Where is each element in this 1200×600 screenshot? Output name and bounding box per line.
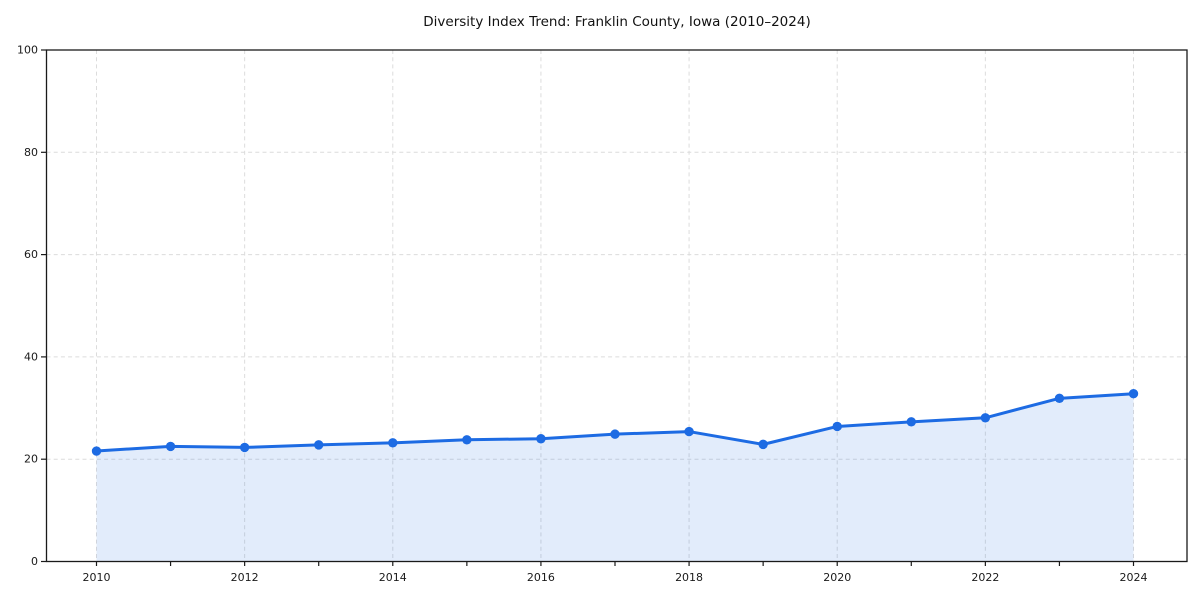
x-tick-label: 2020 [823, 571, 851, 584]
y-tick-label: 80 [24, 146, 38, 159]
x-axis-tick-labels: 2010 2012 2014 2016 2018 2020 2022 2024 [83, 571, 1148, 584]
x-tick-label: 2016 [527, 571, 555, 584]
y-axis-tick-labels: 0 20 40 60 80 100 [17, 44, 38, 569]
data-point [610, 429, 620, 439]
data-point [239, 442, 250, 453]
data-point [462, 435, 472, 445]
data-point [1054, 393, 1065, 404]
chart-title: Diversity Index Trend: Franklin County, … [423, 14, 811, 30]
data-point [536, 434, 546, 444]
x-tick-label: 2022 [971, 571, 999, 584]
x-tick-label: 2018 [675, 571, 703, 584]
x-tick-label: 2014 [379, 571, 407, 584]
x-tick-label: 2012 [231, 571, 259, 584]
y-tick-label: 100 [17, 44, 38, 57]
y-tick-label: 0 [31, 555, 38, 568]
y-tick-label: 20 [24, 453, 38, 466]
y-tick-label: 60 [24, 248, 38, 261]
data-point-markers [91, 389, 1139, 456]
area-fill [96, 393, 1134, 562]
data-point [165, 441, 176, 452]
data-point [388, 438, 398, 448]
x-tick-label: 2010 [83, 571, 111, 584]
data-point [1128, 389, 1139, 399]
data-point [91, 446, 102, 456]
data-point [980, 413, 991, 423]
data-point [832, 421, 842, 432]
y-tick-label: 40 [24, 350, 38, 363]
data-point [906, 417, 916, 427]
data-point [758, 439, 768, 450]
plot-border [45, 49, 1188, 563]
x-tick-label: 2024 [1120, 571, 1148, 584]
data-point [684, 426, 694, 437]
axis-ticks [41, 49, 1135, 566]
data-point [314, 440, 324, 450]
